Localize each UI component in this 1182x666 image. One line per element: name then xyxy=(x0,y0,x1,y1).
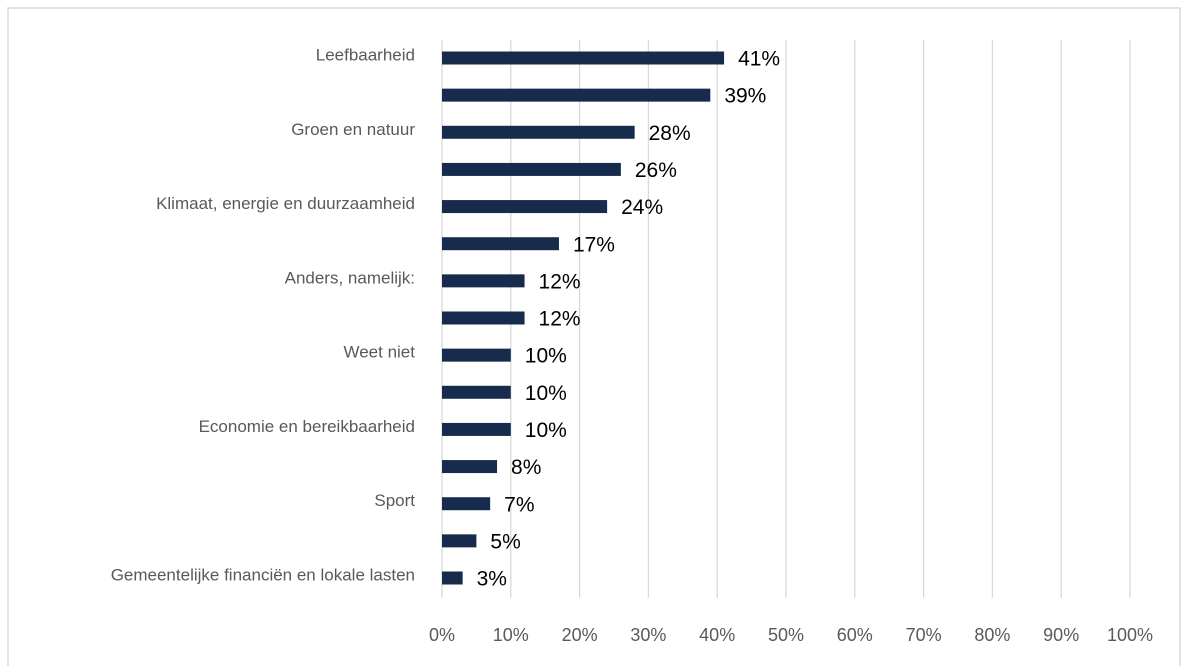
data-label: 10% xyxy=(525,419,567,442)
data-label: 10% xyxy=(525,382,567,405)
y-tick-label: Weet niet xyxy=(343,343,415,362)
y-tick-label: Anders, namelijk: xyxy=(285,268,415,287)
data-label: 28% xyxy=(649,122,691,145)
chart-border xyxy=(7,7,1181,666)
bar xyxy=(442,311,525,325)
x-tick-label: 20% xyxy=(562,625,598,645)
data-label: 3% xyxy=(477,568,507,591)
x-tick-label: 70% xyxy=(906,625,942,645)
data-label: 10% xyxy=(525,345,567,368)
data-label: 26% xyxy=(635,159,677,182)
data-label: 12% xyxy=(539,308,581,331)
bar xyxy=(442,125,635,139)
bar xyxy=(442,385,511,399)
y-tick-label: Groen en natuur xyxy=(291,120,415,139)
bar xyxy=(442,237,559,251)
data-label: 41% xyxy=(738,48,780,71)
data-label: 24% xyxy=(621,196,663,219)
bar xyxy=(442,497,491,511)
x-tick-label: 40% xyxy=(699,625,735,645)
bar xyxy=(442,200,608,214)
y-tick-label: Leefbaarheid xyxy=(316,45,415,64)
data-label: 8% xyxy=(511,456,541,479)
data-label: 12% xyxy=(539,270,581,293)
x-tick-label: 10% xyxy=(493,625,529,645)
data-label: 7% xyxy=(504,493,534,516)
y-tick-label: Klimaat, energie en duurzaamheid xyxy=(156,194,415,213)
x-tick-label: 30% xyxy=(630,625,666,645)
bar xyxy=(442,348,511,362)
data-label: 39% xyxy=(724,85,766,108)
y-tick-label: Economie en bereikbaarheid xyxy=(199,417,415,436)
bar xyxy=(442,422,511,436)
bar xyxy=(442,51,725,65)
x-tick-label: 80% xyxy=(974,625,1010,645)
x-tick-label: 60% xyxy=(837,625,873,645)
x-tick-label: 50% xyxy=(768,625,804,645)
bar xyxy=(442,460,498,474)
bar xyxy=(442,534,477,548)
x-tick-label: 100% xyxy=(1107,625,1153,645)
data-label: 17% xyxy=(573,233,615,256)
data-label: 5% xyxy=(490,530,520,553)
x-tick-label: 90% xyxy=(1043,625,1079,645)
bar xyxy=(442,88,711,102)
bar xyxy=(442,274,525,288)
bar xyxy=(442,571,463,585)
bar xyxy=(442,162,621,176)
y-tick-label: Sport xyxy=(374,491,415,510)
x-tick-label: 0% xyxy=(429,625,455,645)
y-tick-label: Gemeentelijke financiën en lokale lasten xyxy=(111,565,415,584)
